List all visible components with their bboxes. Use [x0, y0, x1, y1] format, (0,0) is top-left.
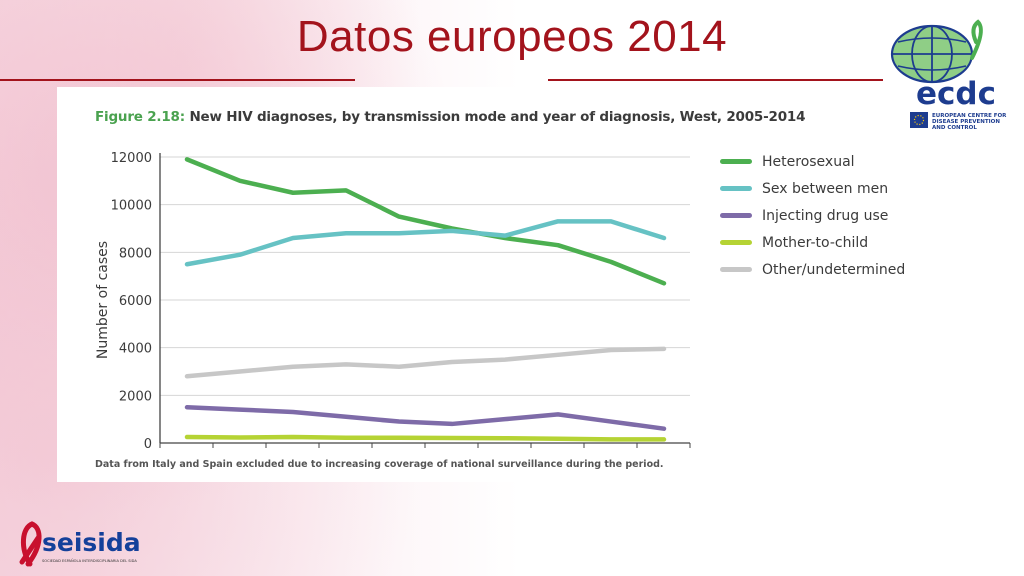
legend-item: Other/undetermined	[720, 256, 905, 283]
y-tick-label: 2000	[119, 389, 152, 404]
series-line-other-undetermined	[184, 346, 667, 379]
legend-label: Injecting drug use	[762, 207, 889, 224]
legend-item: Heterosexual	[720, 148, 905, 175]
ecdc-logo: ecdc EUROPEAN CENTRE FOR DISEASE PREVENT…	[890, 19, 1007, 131]
legend-swatch	[720, 267, 752, 272]
seisida-tagline: SOCIEDAD ESPAÑOLA INTERDISCIPLINARIA DEL…	[42, 558, 137, 563]
ecdc-wordmark: ecdc	[916, 76, 996, 112]
grid-layer	[160, 156, 690, 396]
legend-item: Sex between men	[720, 175, 905, 202]
y-tick-label: 10000	[111, 199, 152, 214]
chart-legend: Heterosexual Sex between men Injecting dru…	[720, 148, 905, 283]
figure-title: Figure 2.18: New HIV diagnoses, by trans…	[95, 109, 805, 125]
globe-icon	[890, 19, 983, 84]
series-line-sex-between-men	[184, 219, 667, 267]
title-rule-left	[0, 79, 355, 81]
ecdc-line-1: EUROPEAN CENTRE FOR	[932, 113, 1007, 119]
legend-swatch	[720, 213, 752, 218]
legend-label: Mother-to-child	[762, 234, 869, 251]
y-axis-label: Number of cases	[95, 241, 111, 359]
chart-panel	[57, 87, 857, 482]
series-line-injecting-drug-use	[184, 405, 667, 431]
y-tick-label: 0	[144, 437, 152, 452]
title-rule-right	[548, 79, 883, 81]
y-tick-label: 8000	[119, 246, 152, 261]
ecdc-line-3: AND CONTROL	[932, 125, 977, 131]
slide-title: Datos europeos 2014	[296, 12, 728, 61]
ecdc-line-2: DISEASE PREVENTION	[932, 119, 1000, 125]
eu-flag-icon	[910, 112, 928, 128]
legend-label: Sex between men	[762, 180, 889, 197]
legend-swatch	[720, 240, 752, 245]
y-tick-label: 4000	[119, 342, 152, 357]
axis-layer: 0 2000 4000 6000 8000 10000 12000	[111, 151, 691, 452]
legend-item: Injecting drug use	[720, 202, 905, 229]
series-layer	[184, 157, 667, 442]
seisida-logo: seisida SOCIEDAD ESPAÑOLA INTERDISCIPLIN…	[19, 521, 141, 567]
legend-label: Heterosexual	[762, 153, 855, 170]
y-tick-label: 6000	[119, 294, 152, 309]
y-tick-label: 12000	[111, 151, 152, 166]
legend-label: Other/undetermined	[762, 261, 906, 278]
footnote: Data from Italy and Spain excluded due t…	[95, 459, 664, 470]
legend-swatch	[720, 186, 752, 191]
series-line-heterosexual	[184, 157, 667, 286]
series-line-mother-to-child	[184, 434, 667, 442]
red-ribbon-icon	[21, 521, 42, 567]
seisida-wordmark: seisida	[42, 528, 141, 557]
legend-swatch	[720, 159, 752, 164]
figure-title-text: New HIV diagnoses, by transmission mode …	[189, 109, 806, 125]
legend-item: Mother-to-child	[720, 229, 905, 256]
figure-label: Figure 2.18:	[95, 109, 185, 125]
